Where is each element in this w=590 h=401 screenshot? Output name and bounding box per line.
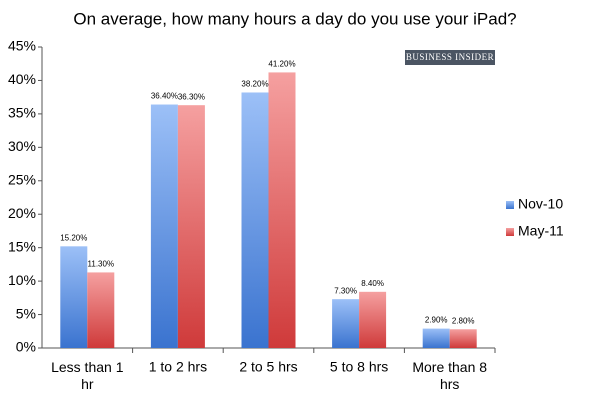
x-tick-label: 2 to 5 hrs <box>239 359 297 375</box>
value-label: 15.20% <box>60 233 87 242</box>
bar <box>241 92 269 349</box>
x-tick-label: Less than 1 hr <box>51 359 124 392</box>
bar <box>60 246 88 348</box>
y-tick-label: 35% <box>8 105 36 121</box>
watermark: BUSINESS INSIDER <box>406 52 494 62</box>
x-tick-label: 5 to 8 hrs <box>330 359 388 375</box>
bar <box>87 272 115 348</box>
watermark-box <box>405 50 495 65</box>
value-label: 7.30% <box>334 286 357 295</box>
legend-label: May-11 <box>518 223 564 239</box>
y-tick-label: 30% <box>8 138 36 154</box>
legend-swatch <box>506 228 514 236</box>
y-tick-label: 20% <box>8 205 36 221</box>
bar <box>359 291 387 348</box>
x-tick-label: More than 8 hrs <box>412 359 487 392</box>
bar <box>422 328 450 348</box>
value-label: 38.20% <box>241 80 268 89</box>
bar <box>449 329 477 348</box>
bar <box>268 72 296 348</box>
value-label: 36.30% <box>178 92 205 101</box>
value-label: 8.40% <box>361 279 384 288</box>
y-tick-label: 25% <box>8 171 36 187</box>
bar <box>150 104 178 348</box>
y-tick-label: 45% <box>8 38 36 54</box>
value-label: 11.30% <box>88 260 115 269</box>
value-label: 36.40% <box>151 92 178 101</box>
y-tick-label: 5% <box>16 305 36 321</box>
y-tick-label: 40% <box>8 71 36 87</box>
bar <box>332 299 360 348</box>
y-tick-label: 15% <box>8 238 36 254</box>
value-label: 2.80% <box>452 316 475 325</box>
legend-swatch <box>506 201 514 209</box>
bar <box>177 105 205 349</box>
chart-title: On average, how many hours a day do you … <box>73 9 516 28</box>
y-tick-label: 10% <box>8 272 36 288</box>
value-label: 41.20% <box>268 60 295 69</box>
y-tick-label: 0% <box>16 339 36 355</box>
value-label: 2.90% <box>425 316 448 325</box>
x-tick-label: 1 to 2 hrs <box>149 359 207 375</box>
legend-label: Nov-10 <box>518 196 563 212</box>
